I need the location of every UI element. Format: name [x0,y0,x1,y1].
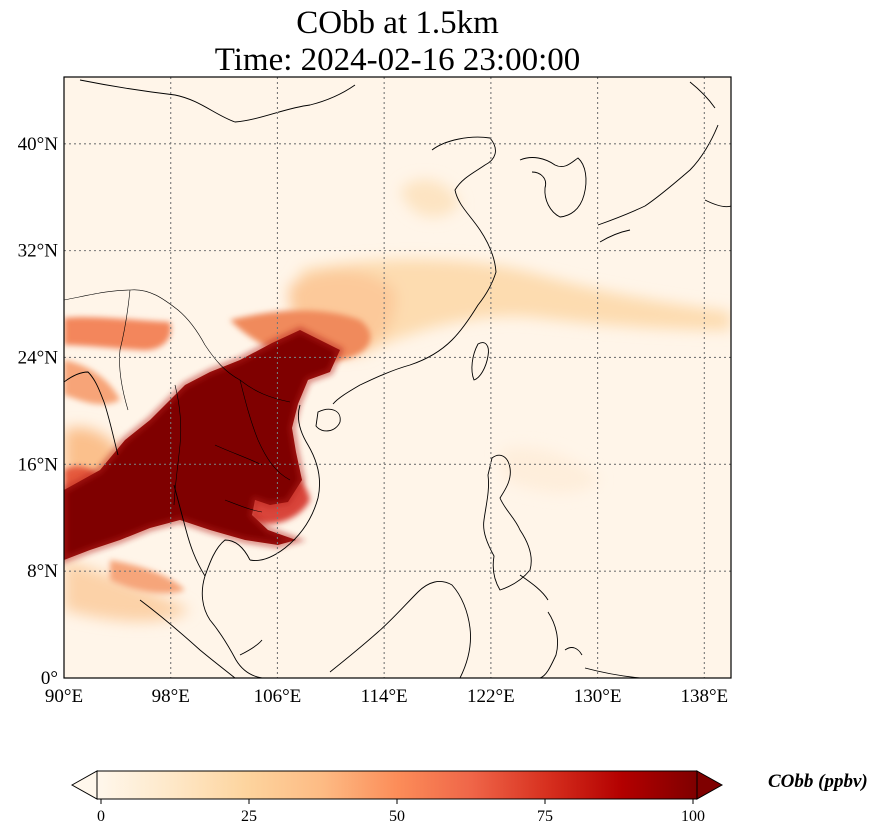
colorbar-min-extend [70,770,98,800]
lat-tick-label: 8°N [27,561,58,582]
gridlines [64,77,731,678]
colorbar-tick-label: 75 [537,808,553,825]
lon-tick-label: 98°E [152,686,190,707]
colorbar-tick-label: 0 [97,808,105,825]
japan-coast [597,81,719,243]
philippines-coast [483,454,532,591]
lat-tick-label: 40°N [18,134,59,155]
colorbar-max-extend [696,770,724,800]
lon-tick-label: 114°E [361,686,408,707]
colorbar-tick-label: 100 [681,808,705,825]
hainan-coast [315,408,341,432]
taiwan-coast [471,342,489,381]
chart-title-line2: Time: 2024-02-16 23:00:00 [214,42,581,78]
colorbar-ticks: 0 25 50 75 100 [97,799,705,825]
lon-tick-label: 122°E [467,686,515,707]
lon-tick-label: 130°E [574,686,622,707]
lon-tick-label: 90°E [45,686,83,707]
lat-tick-label: 32°N [18,241,59,262]
borneo-coast [329,581,471,678]
map-frame [63,76,732,679]
colorbar-tick-label: 50 [389,808,405,825]
map-background [64,77,731,678]
colorbar-label: CObb (ppbv) [768,771,868,792]
lon-tick-label: 106°E [254,686,302,707]
coastlines [64,79,731,678]
indochina-coast [201,404,320,678]
colorbar: 0 25 50 75 100 CObb (ppbv) [70,770,868,825]
lon-tick-label: 138°E [680,686,728,707]
korea-coast [519,157,587,218]
country-borders [64,289,291,513]
colorbar-gradient [97,771,697,799]
chart-title-line1: CObb at 1.5km [296,5,499,41]
china-coast [332,136,497,405]
lat-tick-label: 16°N [18,454,59,475]
north-border [79,79,356,123]
longitude-tick-labels: 90°E 98°E 106°E 114°E 122°E 130°E 138°E [45,686,728,707]
latitude-tick-labels: 0° 8°N 16°N 24°N 32°N 40°N [18,134,59,689]
lat-tick-label: 24°N [18,347,59,368]
concentration-field [64,179,731,622]
colorbar-tick-label: 25 [241,808,257,825]
lat-tick-label: 0° [41,668,58,689]
